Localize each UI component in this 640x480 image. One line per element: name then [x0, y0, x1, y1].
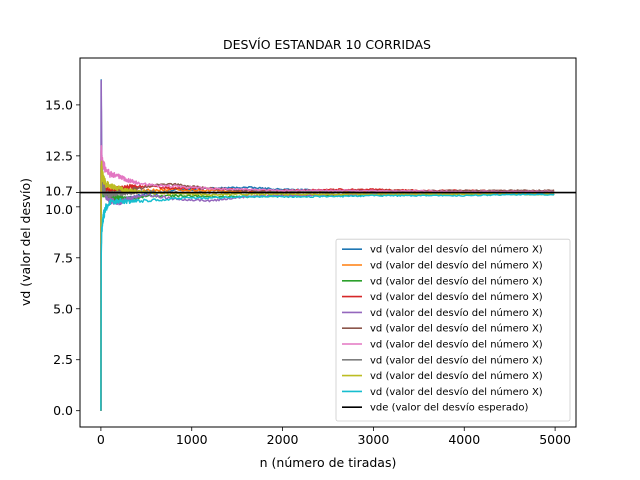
legend-entry: vd (valor del desvío del número X) [370, 244, 543, 256]
legend: vd (valor del desvío del número X) vd (va… [335, 238, 571, 422]
series-line [100, 144, 555, 411]
series-layer [80, 79, 576, 411]
plot-frame [79, 57, 577, 428]
legend-entry: vd (valor del desvío del número X) [370, 386, 543, 398]
legend-box [335, 238, 571, 422]
y-tick-label: 10.7 [45, 184, 73, 199]
legend-entry: vd (valor del desvío del número X) [370, 370, 543, 382]
series-line [100, 160, 555, 411]
x-tick-label: 1000 [176, 432, 208, 447]
x-tick-label: 0 [97, 432, 105, 447]
x-tick-label: 5000 [539, 432, 571, 447]
x-axis: 0 1000 2000 3000 4000 5000 [97, 427, 571, 447]
y-axis: 0.0 2.5 5.0 7.5 10.0 10.7 12.5 15.0 [45, 97, 80, 418]
legend-entry: vd (valor del desvío del número X) [370, 291, 543, 303]
legend-entry: vd (valor del desvío del número X) [370, 354, 543, 366]
x-tick-label: 4000 [448, 432, 480, 447]
y-tick-label: 0.0 [53, 403, 73, 418]
x-axis-label: n (número de tiradas) [260, 455, 397, 470]
legend-entry: vd (valor del desvío del número X) [370, 323, 543, 335]
legend-entry: vd (valor del desvío del número X) [370, 260, 543, 272]
legend-entry: vd (valor del desvío del número X) [370, 275, 543, 287]
y-tick-label: 15.0 [45, 97, 73, 112]
y-tick-label: 7.5 [53, 250, 73, 265]
y-tick-label: 5.0 [53, 301, 73, 316]
series-line [100, 193, 555, 411]
y-tick-label: 10.0 [45, 202, 73, 217]
x-tick-label: 3000 [358, 432, 390, 447]
y-tick-label: 2.5 [53, 352, 73, 367]
legend-entry: vd (valor del desvío del número X) [370, 307, 543, 319]
legend-entry: vde (valor del desvío esperado) [370, 402, 528, 414]
y-axis-label: vd (valor del desvío) [18, 178, 33, 306]
chart-title: DESVÍO ESTANDAR 10 CORRIDAS [223, 37, 431, 52]
y-tick-label: 12.5 [45, 148, 73, 163]
x-tick-label: 2000 [267, 432, 299, 447]
legend-entry: vd (valor del desvío del número X) [370, 339, 543, 351]
